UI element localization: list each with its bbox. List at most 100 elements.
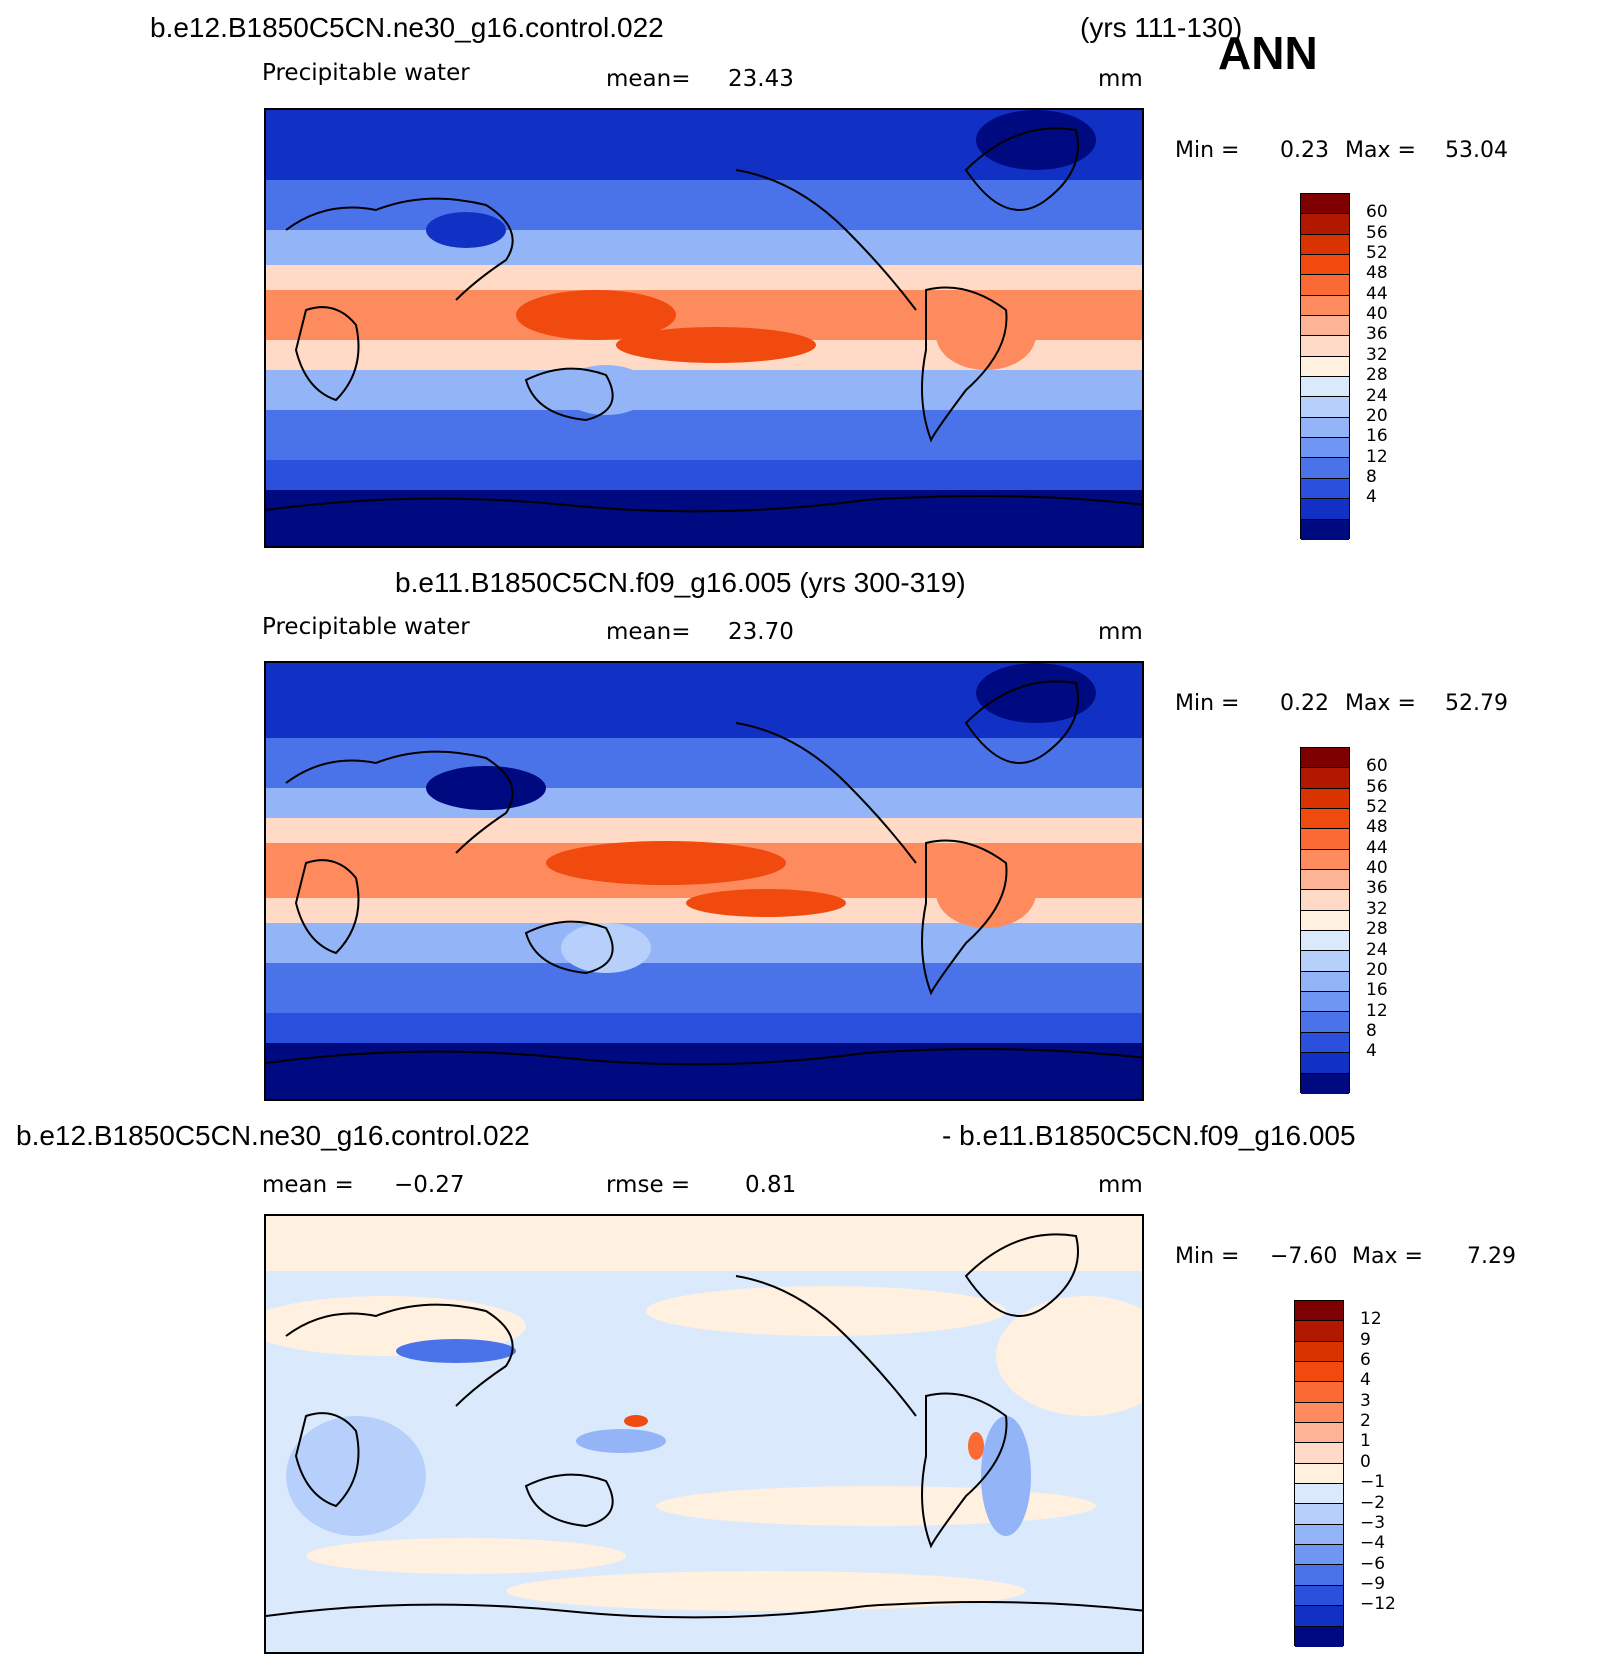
colorbar-tick-label: 48 — [1366, 817, 1388, 838]
colorbar-tick-label: 44 — [1366, 837, 1388, 858]
colorbar-box — [1301, 849, 1349, 871]
variable-label: Precipitable water — [262, 60, 470, 86]
colorbar-box — [1301, 356, 1349, 378]
colorbar-tick-label: −9 — [1360, 1573, 1386, 1594]
colorbar-box — [1301, 829, 1349, 850]
colorbar-box — [1301, 1073, 1349, 1094]
rmse-label: rmse = — [606, 1172, 691, 1198]
colorbar-tick-label: 56 — [1366, 222, 1388, 243]
case-title: b.e12.B1850C5CN.ne30_g16.control.022 — [150, 12, 664, 43]
colorbar-box — [1301, 1032, 1349, 1054]
max-label: Max = — [1345, 691, 1416, 716]
colorbar-tick-label: 1 — [1360, 1431, 1371, 1452]
colorbar-tick-label: 12 — [1366, 446, 1388, 467]
variable-label: Precipitable water — [262, 614, 470, 640]
mean-label: mean= — [606, 66, 691, 92]
colorbar-tick-label: 32 — [1366, 344, 1388, 365]
units-label: mm — [1098, 66, 1143, 92]
colorbar-tick-label: 12 — [1366, 1000, 1388, 1021]
colorbar-tick-label: 28 — [1366, 919, 1388, 940]
diff-mean-label: mean = — [262, 1172, 354, 1198]
colorbar-box — [1301, 194, 1349, 215]
panel-2-title: b.e11.B1850C5CN.f09_g16.005 (yrs 300-319… — [395, 567, 966, 598]
precipitable-water-map-2 — [264, 661, 1144, 1101]
colorbar-box — [1301, 519, 1349, 540]
colorbar-tick-label: 52 — [1366, 243, 1388, 264]
colorbar-box — [1301, 992, 1349, 1013]
colorbar-box — [1301, 234, 1349, 256]
colorbar-box — [1295, 1484, 1343, 1505]
mean-label: mean= — [606, 619, 691, 645]
colorbar-box — [1301, 971, 1349, 993]
min-label: Min = — [1175, 138, 1240, 163]
colorbar-box — [1301, 316, 1349, 337]
colorbar-box — [1301, 809, 1349, 830]
difference-map — [264, 1214, 1144, 1654]
colorbar-tick-label: 4 — [1366, 1041, 1377, 1062]
colorbar-tick-label: 60 — [1366, 202, 1388, 223]
colorbar-tick-label: 3 — [1360, 1390, 1371, 1411]
colorbar-tick-label: −2 — [1360, 1492, 1386, 1513]
colorbar-box — [1301, 870, 1349, 891]
colorbar-tick-label: −6 — [1360, 1553, 1386, 1574]
colorbar-tick-label: 28 — [1366, 365, 1388, 386]
max-value: 53.04 — [1445, 138, 1508, 163]
colorbar-box — [1301, 397, 1349, 418]
colorbar-box — [1295, 1565, 1343, 1586]
colorbar-tick-label: 16 — [1366, 980, 1388, 1001]
min-value: 0.22 — [1280, 691, 1329, 716]
diff-title-left: b.e12.B1850C5CN.ne30_g16.control.022 — [16, 1120, 530, 1151]
colorbar-box — [1301, 255, 1349, 276]
colorbar-box — [1295, 1423, 1343, 1444]
colorbar-diff — [1294, 1300, 1344, 1647]
colorbar-tick-label: −12 — [1360, 1594, 1396, 1615]
colorbar-box — [1295, 1585, 1343, 1607]
colorbar-box — [1295, 1301, 1343, 1322]
min-label: Min = — [1175, 691, 1240, 716]
colorbar-box — [1295, 1362, 1343, 1383]
colorbar-tick-label: 40 — [1366, 858, 1388, 879]
colorbar-box — [1301, 768, 1349, 789]
max-label: Max = — [1352, 1244, 1423, 1269]
colorbar-tick-label: 56 — [1366, 776, 1388, 797]
colorbar-tick-label: −3 — [1360, 1512, 1386, 1533]
rmse-value: 0.81 — [745, 1172, 797, 1198]
colorbar-1 — [1300, 193, 1350, 540]
colorbar-tick-label: 52 — [1366, 797, 1388, 818]
colorbar-tick-label: 36 — [1366, 878, 1388, 899]
colorbar-box — [1295, 1341, 1343, 1363]
colorbar-tick-label: 8 — [1366, 466, 1377, 487]
colorbar-box — [1301, 1053, 1349, 1074]
season-label: ANN — [1218, 27, 1318, 79]
colorbar-box — [1295, 1463, 1343, 1485]
colorbar-tick-label: 24 — [1366, 939, 1388, 960]
colorbar-tick-label: 0 — [1360, 1451, 1371, 1472]
colorbar-box — [1301, 458, 1349, 479]
colorbar-tick-label: 9 — [1360, 1329, 1371, 1350]
colorbar-tick-label: 8 — [1366, 1020, 1377, 1041]
units-label: mm — [1098, 1172, 1143, 1198]
units-label: mm — [1098, 619, 1143, 645]
colorbar-box — [1301, 910, 1349, 932]
min-value: 0.23 — [1280, 138, 1329, 163]
colorbar-box — [1301, 438, 1349, 459]
precipitable-water-map-1 — [264, 108, 1144, 548]
colorbar-tick-label: 12 — [1360, 1309, 1382, 1330]
min-value: −7.60 — [1270, 1244, 1338, 1269]
max-label: Max = — [1345, 138, 1416, 163]
colorbar-box — [1301, 275, 1349, 296]
colorbar-box — [1301, 890, 1349, 911]
colorbar-tick-label: 2 — [1360, 1411, 1371, 1432]
colorbar-tick-label: 44 — [1366, 283, 1388, 304]
max-value: 52.79 — [1445, 691, 1508, 716]
diff-title-right: - b.e11.B1850C5CN.f09_g16.005 — [942, 1120, 1356, 1151]
colorbar-tick-label: 4 — [1360, 1370, 1371, 1391]
colorbar-box — [1295, 1321, 1343, 1342]
colorbar-box — [1301, 1012, 1349, 1033]
colorbar-tick-label: −1 — [1360, 1472, 1386, 1493]
colorbar-tick-label: 36 — [1366, 324, 1388, 345]
colorbar-tick-label: 40 — [1366, 304, 1388, 325]
min-label: Min = — [1175, 1244, 1240, 1269]
colorbar-box — [1301, 377, 1349, 398]
colorbar-box — [1301, 748, 1349, 769]
